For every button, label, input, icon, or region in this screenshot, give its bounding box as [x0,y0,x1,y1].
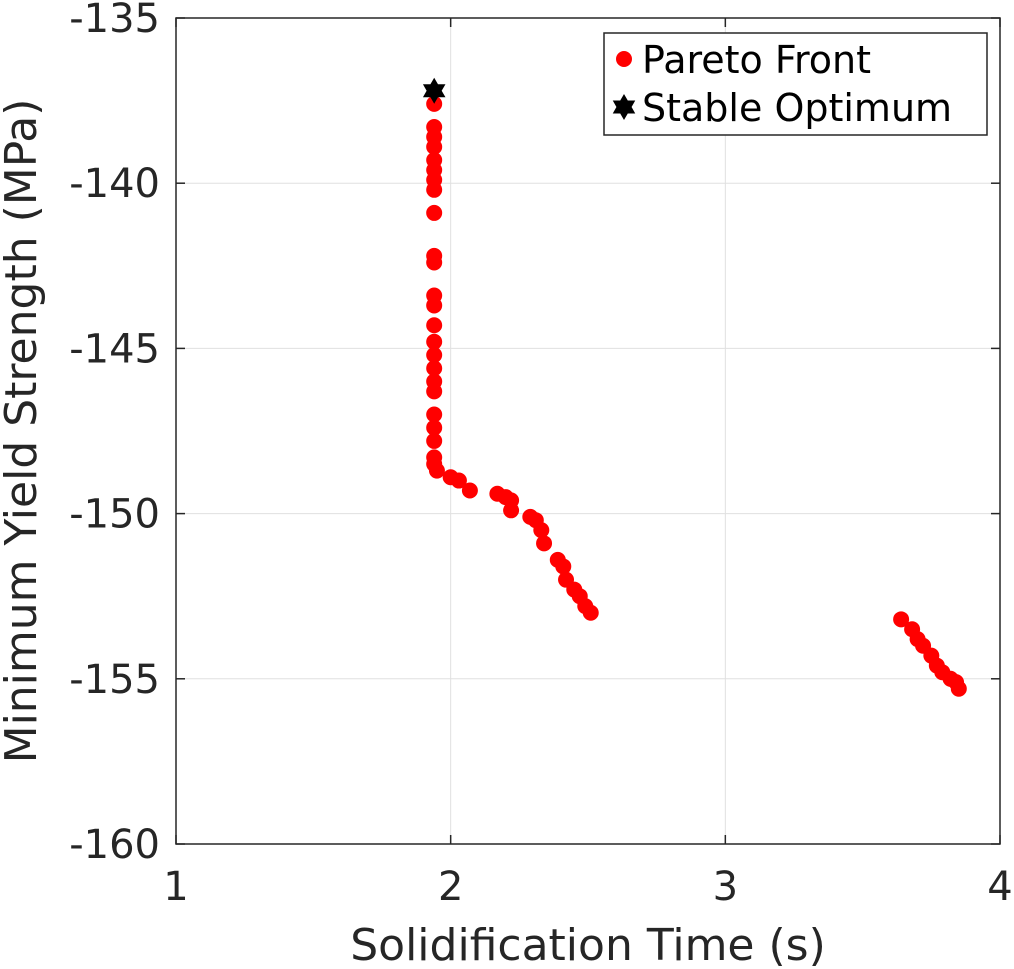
y-tick-label: -145 [69,326,160,372]
legend-box [603,32,988,136]
legend-marker-stable-optimum [612,94,636,120]
stable-optimum-point [422,77,446,104]
y-tick-label: -150 [69,492,160,538]
pareto-front-point [450,472,467,489]
pareto-front-point [426,383,443,400]
pareto-front-point [555,558,572,575]
grid [176,18,1000,844]
x-tick-label: 4 [987,864,1012,910]
y-axis-label: Minimum Yield Strength (MPa) [0,99,47,764]
pareto-front-point [426,204,443,221]
pareto-front-point [426,254,443,271]
x-tick-label: 1 [163,864,188,910]
pareto-front-point [428,462,445,479]
data-markers [422,77,967,697]
pareto-front-point [950,680,967,697]
pareto-front-point [461,482,478,499]
legend-marker-pareto-front [616,51,632,67]
pareto-front-point [426,181,443,198]
y-tick-label: -160 [69,822,160,868]
pareto-front-point [893,611,910,628]
pareto-front-point [426,432,443,449]
pareto-front-point [533,522,550,539]
plot-area-frame [175,17,1001,845]
pareto-front-point [426,297,443,314]
pareto-front-point [536,535,553,552]
y-tick-label: -155 [69,657,160,703]
legend-label-stable-optimum: Stable Optimum [642,86,952,130]
legend: Pareto Front Stable Optimum [603,32,988,136]
pareto-front-point [503,502,520,519]
x-axis-label: Solidification Time (s) [350,920,826,969]
axis-ticks: 1 2 3 4 -135 -140 -145 -150 -155 -160 [69,0,1013,910]
y-tick-label: -140 [69,161,160,207]
legend-label-pareto-front: Pareto Front [642,38,871,82]
pareto-front-point [582,604,599,621]
x-tick-label: 3 [713,864,738,910]
y-tick-label: -135 [69,0,160,42]
pareto-front-point [426,317,443,334]
x-tick-label: 2 [438,864,463,910]
